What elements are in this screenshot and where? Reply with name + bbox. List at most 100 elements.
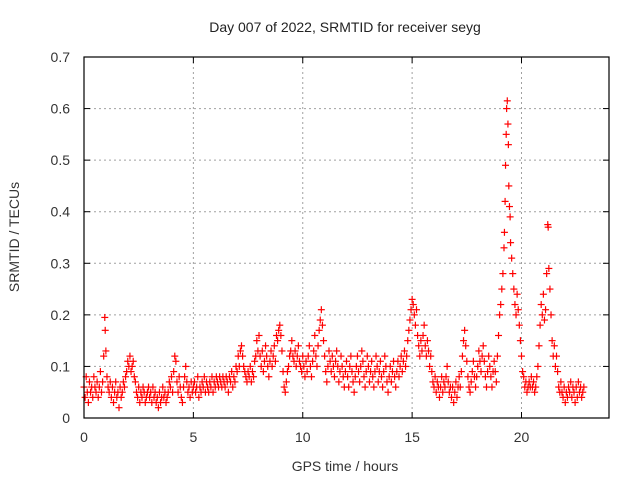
data-point (400, 347, 408, 355)
data-point (406, 316, 414, 324)
data-point (496, 311, 504, 319)
data-point (131, 378, 139, 386)
data-point (579, 388, 587, 396)
x-axis-label: GPS time / hours (292, 458, 399, 474)
data-point (347, 352, 355, 360)
data-point (96, 368, 104, 376)
data-point (250, 373, 258, 381)
data-point (544, 223, 552, 231)
data-point (325, 347, 333, 355)
data-point (580, 383, 588, 391)
data-point (380, 368, 388, 376)
data-point (370, 383, 378, 391)
data-point (154, 404, 162, 412)
data-point (275, 326, 283, 334)
data-point (509, 270, 517, 278)
data-point (432, 388, 440, 396)
data-point (378, 373, 385, 381)
data-point (554, 368, 562, 376)
data-point (540, 316, 548, 324)
y-tick-label: 0.5 (51, 152, 71, 168)
data-point (246, 362, 254, 370)
data-point (463, 357, 471, 365)
data-point (278, 347, 286, 355)
data-point (269, 352, 277, 360)
data-point (182, 362, 190, 370)
data-point (291, 347, 299, 355)
data-point (141, 399, 149, 407)
data-point (337, 352, 345, 360)
data-point (267, 347, 275, 355)
data-point (166, 383, 174, 391)
data-point (285, 362, 293, 370)
data-point (532, 383, 540, 391)
data-point (248, 368, 256, 376)
data-point (320, 337, 328, 345)
data-point (531, 388, 539, 396)
data-point (439, 388, 447, 396)
data-point (271, 357, 279, 365)
data-point (90, 373, 98, 381)
data-point (300, 362, 308, 370)
data-point (280, 383, 288, 391)
data-point (548, 337, 556, 345)
data-point (404, 337, 412, 345)
x-tick-label: 0 (80, 429, 88, 445)
data-point (240, 362, 248, 370)
data-point (442, 373, 450, 381)
data-point (181, 373, 189, 381)
data-point (457, 368, 465, 376)
data-point (276, 321, 284, 329)
data-point (431, 373, 439, 381)
data-point (417, 337, 425, 345)
data-point (338, 362, 346, 370)
data-point (492, 378, 500, 386)
data-point (474, 362, 482, 370)
data-point (313, 362, 321, 370)
data-point (519, 368, 527, 376)
data-point (122, 373, 130, 381)
data-point (399, 357, 407, 365)
data-point (368, 357, 376, 365)
data-point (418, 347, 426, 355)
data-point (409, 301, 417, 309)
data-point (411, 321, 419, 329)
data-point (479, 342, 487, 350)
data-point (505, 203, 513, 211)
data-point (190, 378, 198, 386)
data-point (350, 388, 358, 396)
data-point (403, 352, 411, 360)
data-point (265, 373, 273, 381)
data-point (510, 285, 518, 293)
data-point (392, 383, 400, 391)
data-point (523, 388, 531, 396)
data-point (467, 378, 475, 386)
data-point (553, 352, 560, 360)
data-point (491, 368, 499, 376)
data-point (281, 388, 289, 396)
x-axis: 0 5 10 15 20 (80, 57, 529, 445)
data-point (458, 352, 466, 360)
data-point (170, 368, 178, 376)
data-point (567, 378, 575, 386)
data-point (229, 383, 237, 391)
data-point (277, 331, 285, 339)
data-point (127, 368, 135, 376)
data-point (455, 373, 463, 381)
data-point (98, 388, 105, 396)
data-point (335, 378, 343, 386)
data-point (357, 362, 365, 370)
data-point (239, 352, 247, 360)
data-point (259, 368, 267, 376)
data-point (85, 378, 93, 386)
data-point (497, 301, 505, 309)
data-point (327, 368, 335, 376)
data-point (423, 337, 431, 345)
data-point (304, 352, 312, 360)
data-point (451, 388, 459, 396)
data-point (427, 352, 435, 360)
data-point (405, 326, 413, 334)
data-point (94, 393, 102, 401)
data-point (270, 342, 278, 350)
data-point (195, 393, 203, 401)
